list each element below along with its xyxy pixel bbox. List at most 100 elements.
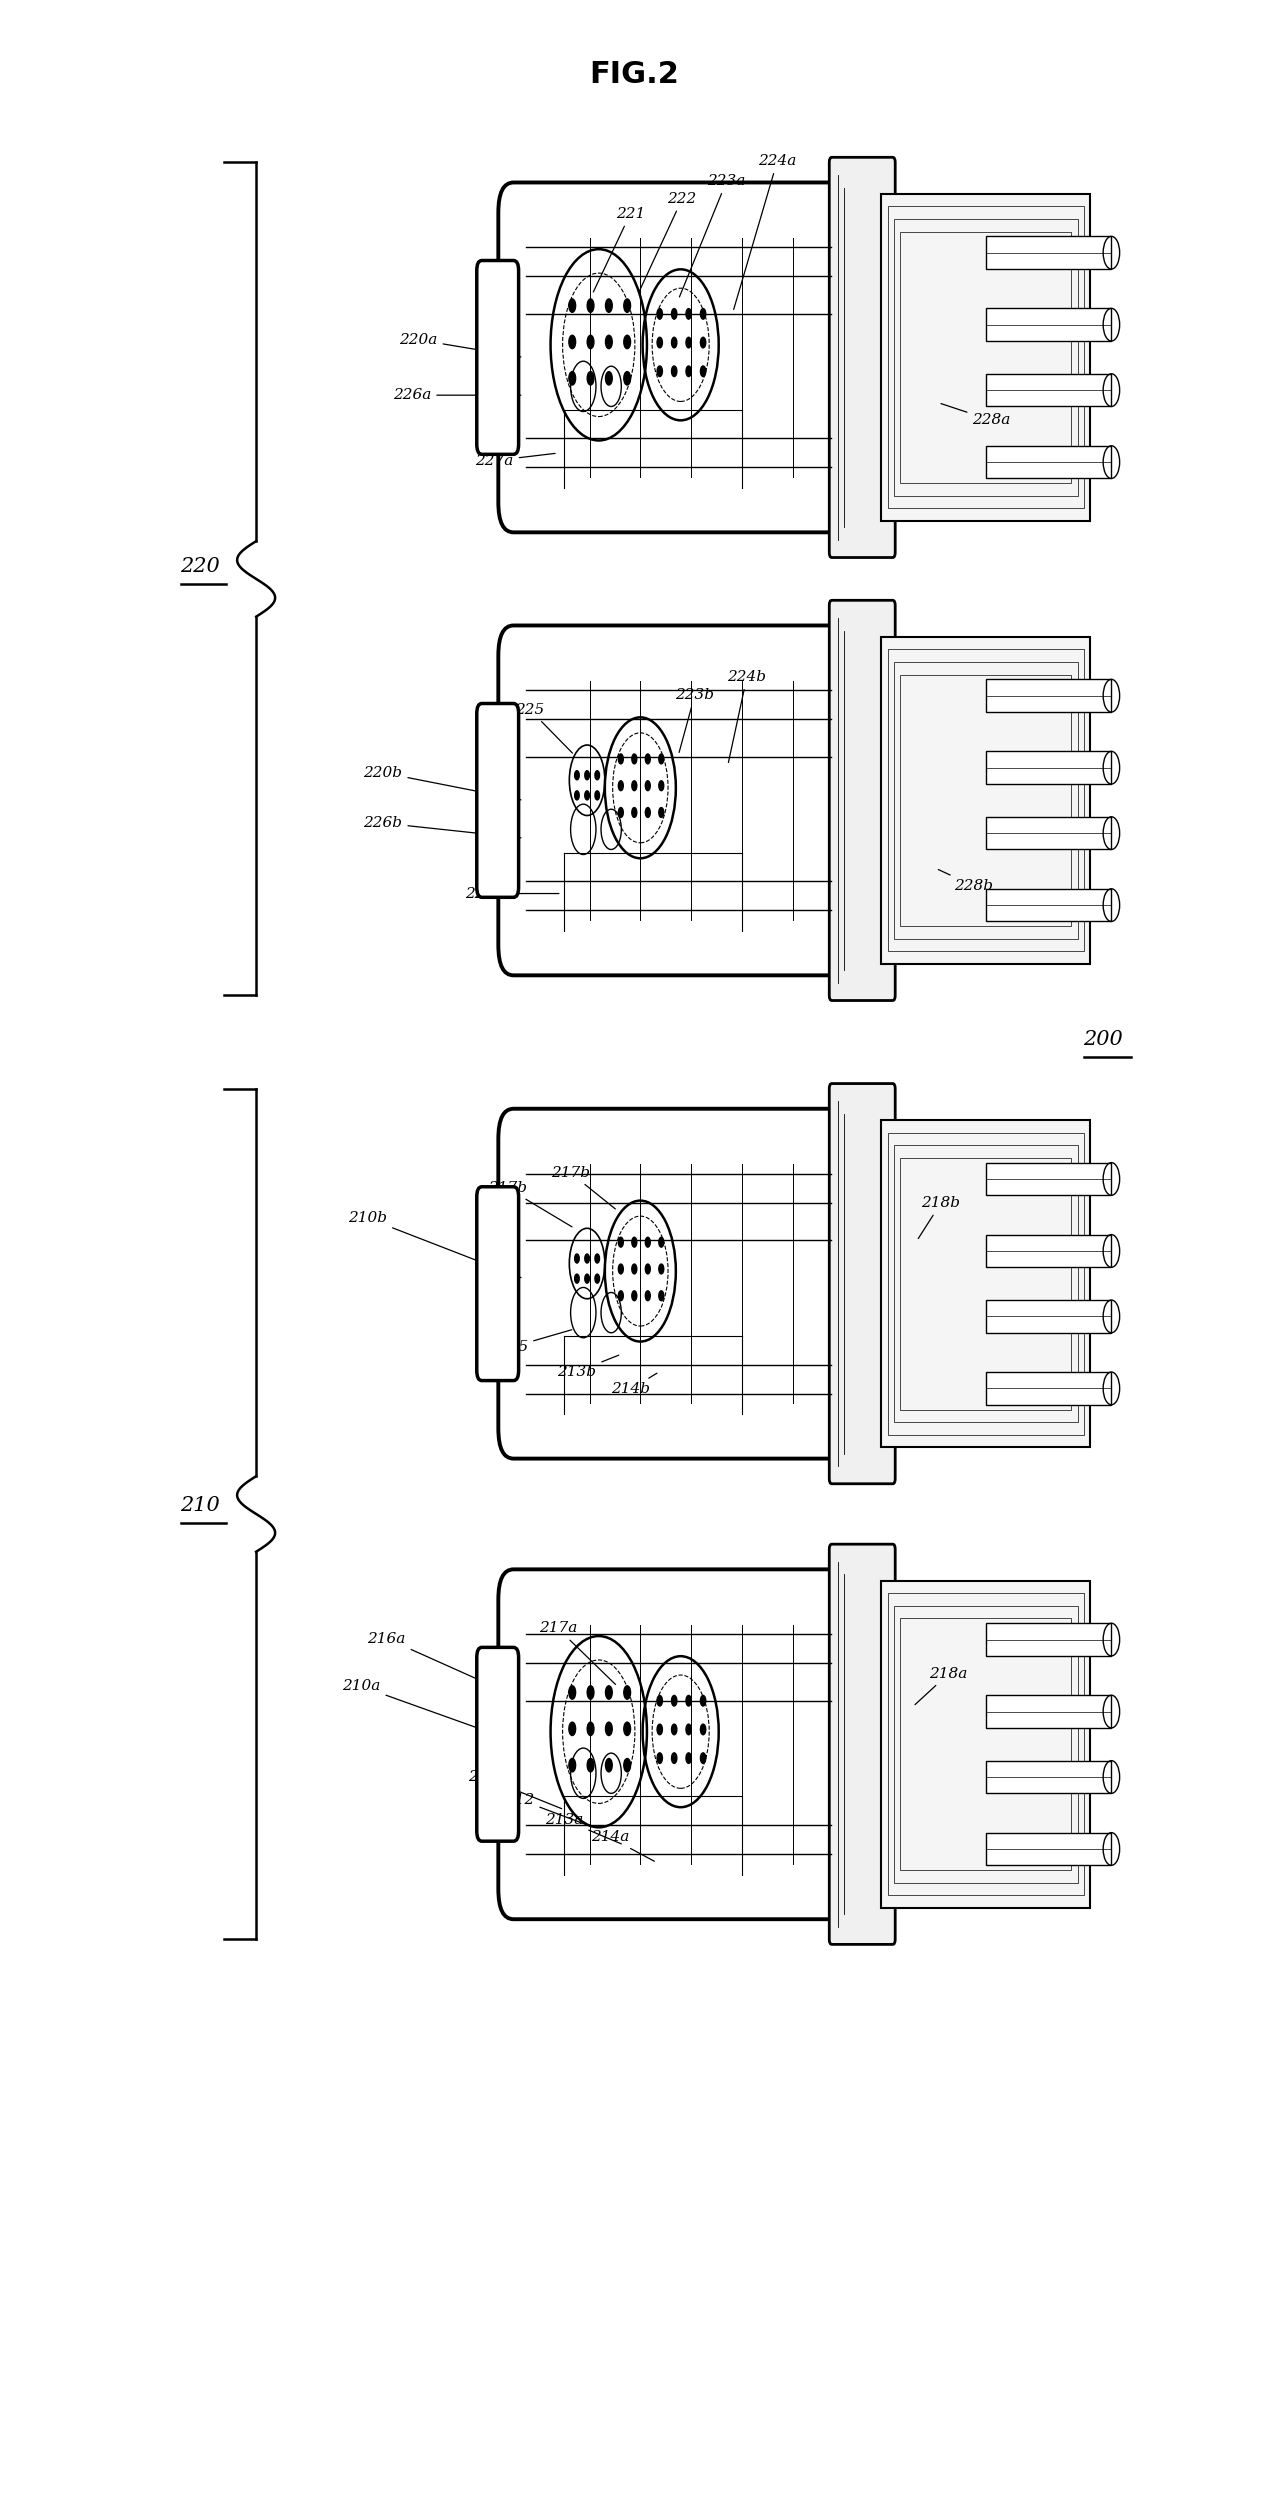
Bar: [987, 1236, 1111, 1269]
Bar: [894, 662, 1078, 939]
Text: 213b: 213b: [558, 1354, 619, 1379]
Circle shape: [657, 1724, 662, 1734]
Text: 210b: 210b: [349, 1211, 521, 1279]
Bar: [881, 637, 1090, 964]
Bar: [894, 1606, 1078, 1883]
Circle shape: [700, 1724, 706, 1734]
Text: 217a: 217a: [539, 1621, 615, 1684]
Bar: [987, 1762, 1111, 1792]
Circle shape: [659, 755, 663, 763]
Circle shape: [657, 337, 662, 347]
Circle shape: [686, 337, 691, 347]
FancyBboxPatch shape: [477, 259, 519, 453]
Circle shape: [587, 1759, 593, 1772]
Circle shape: [686, 1696, 691, 1707]
Circle shape: [631, 755, 637, 763]
Circle shape: [587, 335, 593, 350]
Text: 227a: 227a: [476, 453, 555, 468]
FancyBboxPatch shape: [829, 156, 895, 559]
Circle shape: [585, 770, 590, 780]
Bar: [987, 1696, 1111, 1727]
Text: 220a: 220a: [399, 332, 521, 357]
Bar: [900, 1158, 1071, 1410]
FancyBboxPatch shape: [477, 1649, 519, 1842]
Circle shape: [574, 1253, 579, 1264]
Text: 220: 220: [180, 556, 221, 576]
Circle shape: [700, 365, 706, 378]
Circle shape: [585, 790, 590, 800]
Text: 220b: 220b: [364, 765, 521, 800]
Bar: [900, 675, 1071, 926]
Text: 212: 212: [505, 1792, 591, 1827]
Circle shape: [686, 1724, 691, 1734]
Circle shape: [700, 1696, 706, 1707]
FancyBboxPatch shape: [498, 1571, 858, 1918]
Circle shape: [659, 808, 663, 818]
FancyBboxPatch shape: [829, 1082, 895, 1485]
Circle shape: [672, 337, 677, 347]
Bar: [987, 1372, 1111, 1404]
Text: 226a: 226a: [393, 388, 521, 403]
Circle shape: [631, 1238, 637, 1246]
Bar: [987, 1163, 1111, 1196]
FancyBboxPatch shape: [498, 1107, 858, 1460]
Text: 223a: 223a: [680, 174, 746, 297]
Circle shape: [585, 1253, 590, 1264]
Circle shape: [700, 337, 706, 347]
Circle shape: [645, 808, 650, 818]
Circle shape: [619, 1291, 624, 1301]
Text: 216a: 216a: [368, 1631, 514, 1696]
Text: 217b: 217b: [552, 1165, 615, 1208]
Circle shape: [657, 1696, 662, 1707]
Bar: [888, 1593, 1084, 1895]
Text: 228b: 228b: [938, 868, 993, 894]
Text: 222: 222: [639, 191, 697, 292]
Text: 221: 221: [593, 206, 645, 292]
Circle shape: [645, 1238, 650, 1246]
Circle shape: [631, 1264, 637, 1274]
Text: 210: 210: [180, 1495, 221, 1515]
Bar: [888, 1133, 1084, 1435]
Text: 200: 200: [1083, 1029, 1123, 1050]
Circle shape: [700, 1752, 706, 1764]
Circle shape: [606, 373, 612, 385]
Circle shape: [631, 1291, 637, 1301]
Bar: [987, 1623, 1111, 1656]
Circle shape: [645, 1291, 650, 1301]
Text: 210a: 210a: [342, 1679, 514, 1742]
Circle shape: [657, 365, 662, 378]
Text: 226b: 226b: [364, 816, 521, 838]
Circle shape: [624, 1686, 630, 1699]
Circle shape: [686, 310, 691, 320]
Circle shape: [606, 1686, 612, 1699]
FancyBboxPatch shape: [498, 184, 858, 534]
Text: 211: 211: [468, 1769, 562, 1810]
Circle shape: [619, 1238, 624, 1246]
Circle shape: [569, 1686, 576, 1699]
Text: 215: 215: [498, 1329, 572, 1354]
Text: 218a: 218a: [915, 1666, 967, 1704]
Bar: [888, 649, 1084, 951]
FancyBboxPatch shape: [477, 1188, 519, 1379]
FancyBboxPatch shape: [829, 1545, 895, 1943]
Circle shape: [574, 1274, 579, 1284]
Circle shape: [587, 300, 593, 312]
Bar: [881, 1120, 1090, 1447]
Circle shape: [619, 780, 624, 790]
Circle shape: [657, 1752, 662, 1764]
Circle shape: [569, 1759, 576, 1772]
Circle shape: [595, 770, 600, 780]
Bar: [881, 1581, 1090, 1908]
Circle shape: [624, 335, 630, 350]
Circle shape: [631, 780, 637, 790]
Circle shape: [631, 808, 637, 818]
Text: 228a: 228a: [941, 403, 1011, 428]
Circle shape: [672, 1696, 677, 1707]
Circle shape: [657, 310, 662, 320]
Bar: [987, 237, 1111, 269]
Circle shape: [587, 1722, 593, 1737]
Circle shape: [569, 1722, 576, 1737]
Circle shape: [595, 1274, 600, 1284]
Circle shape: [624, 1759, 630, 1772]
Text: 225: 225: [515, 702, 572, 753]
